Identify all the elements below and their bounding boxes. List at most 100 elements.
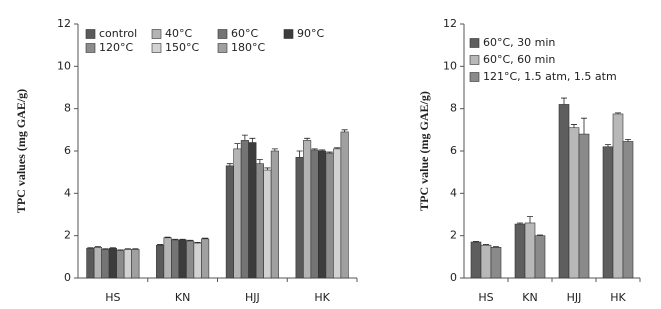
error-bar — [615, 112, 621, 114]
bar — [156, 244, 165, 279]
bar — [123, 249, 132, 279]
error-bar — [132, 248, 139, 250]
legend-label: 90°C — [297, 27, 324, 40]
x-tick-label: HS — [105, 291, 120, 304]
x-tick-label: HK — [314, 291, 330, 304]
error-bar — [296, 150, 303, 158]
bar — [93, 247, 102, 279]
bar — [201, 238, 210, 279]
x-tick-label: HK — [610, 291, 626, 304]
bar — [178, 239, 187, 279]
bar — [310, 149, 319, 279]
legend-label: 60°C, 30 min — [483, 36, 555, 49]
bar — [193, 242, 202, 279]
bar — [295, 157, 304, 279]
error-bar — [561, 97, 567, 105]
error-bar — [271, 148, 278, 151]
bar — [568, 127, 580, 279]
bar — [116, 250, 125, 279]
y-tick-label: 10 — [57, 59, 71, 72]
error-bar — [517, 222, 523, 225]
y-axis-label: TPC values (mg GAE/g) — [14, 89, 28, 213]
legend-label: 60°C — [231, 27, 258, 40]
bar — [490, 247, 502, 279]
bar — [233, 148, 242, 279]
y-tick-label: 12 — [57, 17, 71, 30]
bar — [470, 241, 482, 279]
y-tick-label: 10 — [443, 59, 457, 72]
error-bar — [109, 247, 116, 249]
error-bar — [537, 234, 543, 236]
x-tick-label: KN — [522, 291, 537, 304]
bar — [101, 249, 110, 279]
bar — [240, 140, 249, 279]
bar — [480, 244, 492, 279]
legend-label: 150°C — [165, 41, 199, 54]
legend-swatch — [217, 43, 228, 53]
bar — [612, 113, 624, 279]
error-bar — [605, 144, 611, 147]
bar — [558, 104, 570, 279]
error-bar — [249, 137, 256, 143]
error-bar — [179, 238, 186, 240]
error-bar — [241, 134, 248, 141]
error-bar — [157, 244, 164, 246]
bar — [534, 235, 546, 279]
error-bar — [304, 137, 311, 141]
bar — [325, 152, 334, 279]
y-tick-label: 0 — [64, 271, 71, 284]
bar — [270, 150, 279, 279]
y-tick-label: 6 — [64, 144, 71, 157]
y-axis-label: TPC value (mg GAE/g) — [417, 91, 431, 211]
y-tick-label: 12 — [443, 17, 457, 30]
legend-swatch — [217, 29, 228, 39]
error-bar — [226, 163, 233, 166]
x-tick-label: KN — [175, 291, 190, 304]
error-bar — [581, 117, 587, 135]
legend-label: 120°C — [99, 41, 133, 54]
error-bar — [194, 242, 201, 244]
bar — [622, 141, 634, 279]
legend-swatch — [469, 72, 480, 82]
bar — [602, 146, 614, 279]
bar — [340, 131, 349, 279]
error-bar — [117, 249, 124, 251]
error-bar — [102, 248, 109, 250]
y-tick-label: 2 — [450, 229, 457, 242]
y-tick-label: 4 — [450, 186, 457, 199]
error-bar — [527, 216, 533, 223]
legend-swatch — [469, 55, 480, 65]
bar — [131, 249, 140, 279]
error-bar — [326, 151, 333, 154]
x-tick-label: HJJ — [567, 291, 582, 304]
legend-swatch — [283, 29, 294, 39]
error-bar — [94, 246, 101, 248]
error-bar — [124, 248, 131, 250]
bar — [514, 223, 526, 279]
x-tick-label: HS — [478, 291, 493, 304]
legend-label: 40°C — [165, 27, 192, 40]
error-bar — [264, 167, 271, 171]
error-bar — [187, 239, 194, 241]
error-bar — [493, 246, 499, 248]
error-bar — [625, 138, 631, 142]
legend-label: control — [99, 27, 137, 40]
error-bar — [256, 159, 263, 164]
legend-label: 121°C, 1.5 atm, 1.5 atm — [483, 70, 617, 83]
bar — [186, 240, 195, 279]
legend-label: 180°C — [231, 41, 265, 54]
bar — [524, 222, 536, 279]
error-bar — [164, 236, 171, 238]
bar — [225, 165, 234, 279]
error-bar — [473, 240, 479, 243]
bar — [108, 248, 117, 279]
bar — [248, 142, 257, 279]
bar — [86, 248, 95, 279]
y-tick-label: 8 — [450, 102, 457, 115]
error-bar — [319, 149, 326, 151]
bar — [255, 163, 264, 279]
y-tick-label: 8 — [64, 102, 71, 115]
bar — [318, 150, 327, 279]
